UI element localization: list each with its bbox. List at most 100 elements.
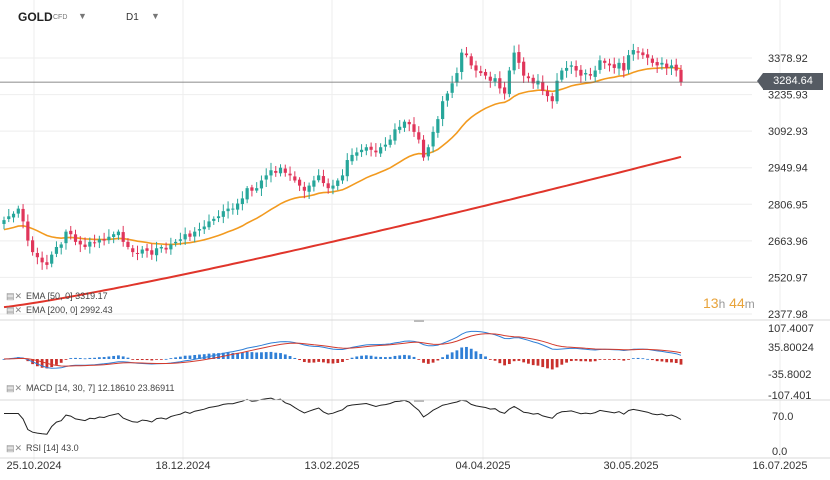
candle-body [245, 188, 249, 200]
candle-body [21, 208, 25, 222]
candle-body [369, 146, 373, 150]
macd-histogram-bar [546, 359, 549, 369]
macd-histogram-bar [50, 359, 54, 368]
candle-body [274, 170, 278, 173]
candle-body [302, 186, 306, 191]
settings-icon[interactable]: ▤✕ [6, 383, 23, 393]
macd-histogram-bar [565, 359, 568, 363]
chevron-down-icon[interactable]: ▼ [151, 11, 160, 21]
macd-axis-label: -35.8002 [768, 369, 811, 381]
settings-icon[interactable]: ▤✕ [6, 443, 23, 453]
macd-histogram-bar [112, 355, 116, 359]
ema200-legend[interactable]: ▤✕ EMA [200, 0] 2992.43 [6, 305, 113, 315]
candle-body [531, 77, 535, 84]
symbol-label[interactable]: GOLD [18, 10, 53, 24]
candle-body [226, 208, 230, 212]
candle-body [2, 220, 6, 224]
candle-body [183, 234, 187, 240]
macd-histogram-bar [59, 359, 63, 363]
instrument-type: CFD [53, 14, 68, 21]
macd-legend[interactable]: ▤✕ MACD [14, 30, 7] 12.18610 23.86911 [6, 383, 175, 393]
candle-body [622, 63, 626, 71]
candle-body [512, 52, 516, 71]
chevron-down-icon[interactable]: ▼ [78, 11, 87, 21]
macd-histogram-bar [164, 358, 168, 360]
candle-body [517, 52, 521, 63]
macd-histogram-bar [93, 357, 96, 359]
last-price-badge: 3284.64 [757, 73, 823, 90]
candle-body [584, 73, 588, 75]
macd-histogram-bar [670, 359, 673, 363]
candle-body [669, 65, 674, 69]
candle-body [526, 76, 531, 79]
candle-body [383, 144, 388, 147]
macd-histogram-bar [326, 359, 330, 364]
macd-histogram-bar [74, 357, 77, 359]
price-tick-label: 2663.96 [768, 236, 808, 248]
macd-axis-label: 107.4007 [768, 323, 814, 335]
macd-histogram-bar [584, 359, 588, 362]
candle-body [493, 78, 497, 82]
macd-histogram-bar [679, 359, 683, 365]
candle-body [250, 187, 254, 191]
macd-histogram-bar [598, 359, 602, 360]
macd-histogram-bar [455, 350, 459, 359]
ema50-path [3, 66, 682, 246]
candle-body [350, 154, 354, 162]
candle-body [293, 176, 297, 181]
macd-histogram-bar [479, 353, 483, 359]
rsi-legend[interactable]: ▤✕ RSI [14] 43.0 [6, 443, 79, 453]
candle-body [646, 54, 650, 58]
macd-histogram-bar [569, 359, 573, 362]
candle-body [164, 247, 168, 250]
candle-body [407, 121, 411, 125]
candle-body [417, 132, 421, 140]
macd-histogram-bar [121, 356, 125, 359]
timeframe-label[interactable]: D1 [126, 12, 139, 23]
candle-body [359, 149, 364, 153]
candle-body [541, 81, 545, 91]
ema50-legend[interactable]: ▤✕ EMA [50, 0] 3319.17 [6, 291, 108, 301]
macd-histogram-bar [317, 359, 321, 362]
settings-icon[interactable]: ▤✕ [6, 291, 23, 301]
macd-histogram-bar [283, 354, 287, 359]
candle-body [412, 124, 416, 132]
macd-histogram-bar [260, 352, 263, 359]
macd-histogram-bar [384, 357, 387, 359]
macd-histogram-bar [436, 359, 440, 361]
time-tick-label: 25.10.2024 [6, 460, 61, 472]
macd-histogram-bar [35, 359, 39, 367]
settings-icon[interactable]: ▤✕ [6, 305, 23, 315]
macd-histogram-bar [646, 358, 650, 360]
candle-body [340, 175, 345, 181]
macd-histogram-bar [279, 353, 282, 359]
candle-body [121, 232, 125, 242]
candle-body [11, 213, 16, 218]
candle-body [50, 254, 54, 264]
candle-body [488, 76, 492, 81]
macd-histogram-bar [622, 359, 626, 361]
candle-body [345, 160, 349, 177]
macd-axis-label: 35.80024 [768, 342, 814, 354]
macd-histogram-bar [641, 358, 645, 360]
macd-histogram-bar [627, 359, 630, 360]
macd-histogram-bar [484, 356, 487, 359]
macd-histogram-bar [379, 356, 383, 359]
rsi-line [4, 397, 682, 435]
candle-body [474, 65, 478, 71]
macd-histogram-bar [507, 359, 511, 365]
pane-dividers [0, 319, 830, 459]
macd-histogram-bar [231, 352, 235, 359]
candle-body [603, 60, 607, 63]
macd-histogram-bar [174, 357, 178, 359]
candle-body [321, 176, 326, 184]
macd-histogram-bar [69, 358, 73, 359]
candle-body [7, 216, 11, 220]
candle-body [102, 239, 106, 241]
candle-body [626, 55, 631, 70]
candle-body [40, 257, 44, 263]
candle-body [550, 96, 554, 102]
candle-body [355, 152, 359, 156]
candle-body [317, 175, 321, 181]
